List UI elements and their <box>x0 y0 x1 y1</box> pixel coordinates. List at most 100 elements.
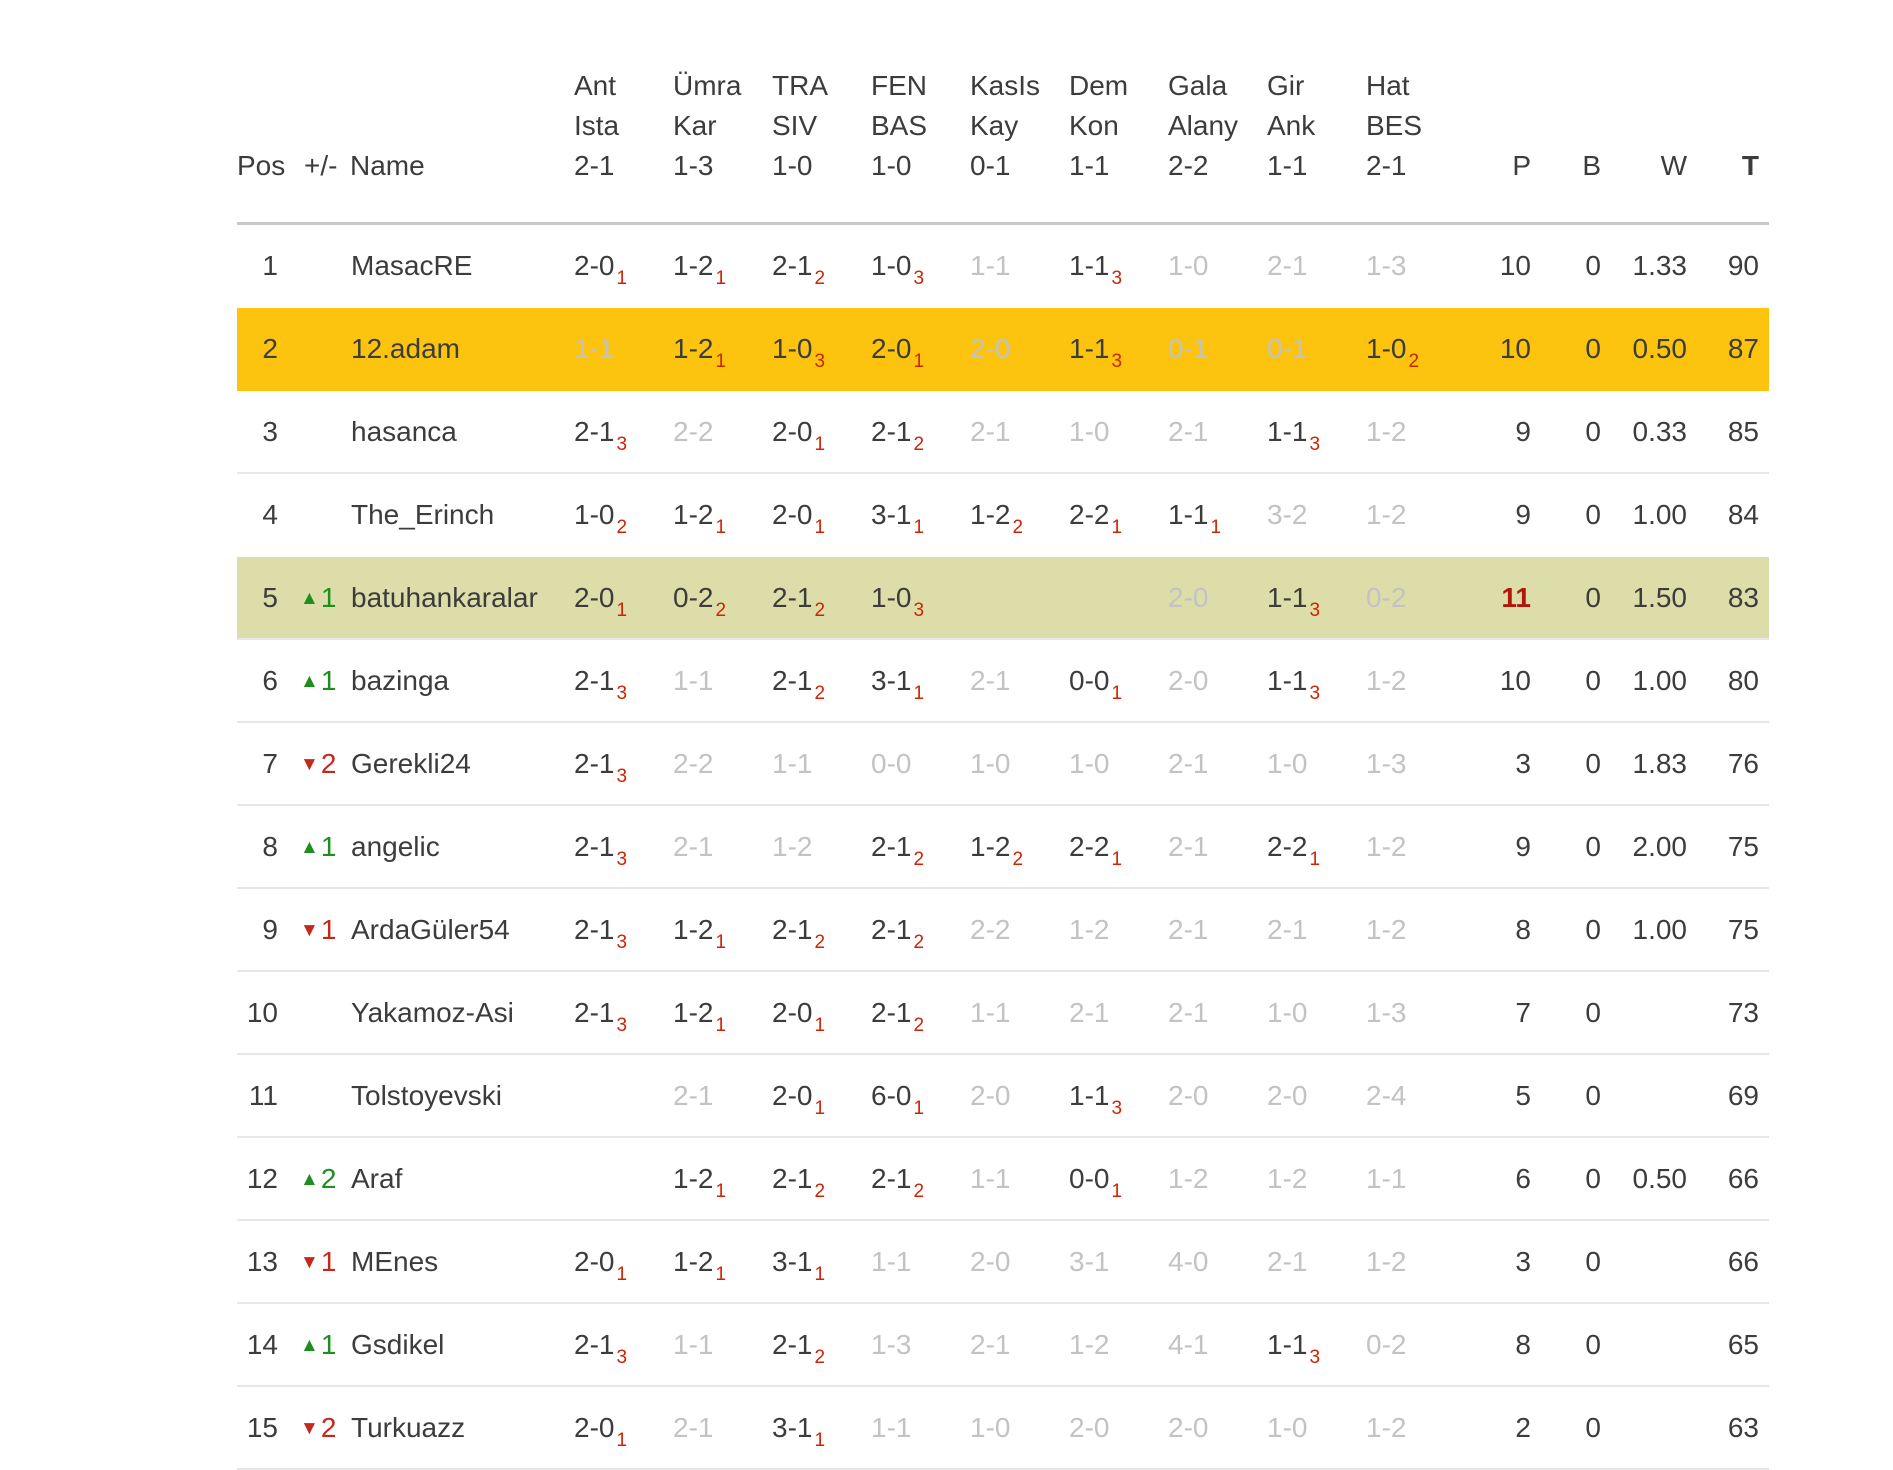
prediction-score: 2-2 <box>1267 830 1308 862</box>
prediction-score: 1-2 <box>673 1162 714 1194</box>
table-row: 10 Yakamoz-Asi 2-1 3 1-2 1 2-0 1 2-1 2 1-1 2-1 2-1 1-… <box>237 972 1769 1055</box>
prediction-score: 2-0 <box>574 1245 615 1277</box>
points-cell: 3 <box>1453 723 1541 806</box>
prediction-score: 1-2 <box>1069 1328 1110 1360</box>
prediction-points: 2 <box>616 516 628 538</box>
prediction-points: 3 <box>616 1346 628 1368</box>
prediction-cell: 1-1 3 <box>1255 557 1354 640</box>
prediction-score: 2-1 <box>673 1079 714 1111</box>
prediction-score: 1-0 <box>1267 996 1308 1028</box>
player-name: batuhankaralar <box>350 557 562 640</box>
prediction-cell: 1-2 <box>760 806 859 889</box>
prediction-cell: 2-0 <box>1156 557 1255 640</box>
prediction-score: 2-4 <box>1366 1079 1407 1111</box>
rank-change-cell: ▼2 <box>292 723 350 806</box>
prediction-cell: 0-0 1 <box>1057 1138 1156 1221</box>
points-cell: 8 <box>1453 889 1541 972</box>
prediction-cell: 2-1 <box>1156 723 1255 806</box>
prediction-cell: 1-2 <box>1354 1221 1453 1304</box>
prediction-cell: 2-4 <box>1354 1055 1453 1138</box>
points-cell: 7 <box>1453 972 1541 1055</box>
prediction-cell: 0-1 <box>1255 308 1354 391</box>
prediction-cell: 2-1 3 <box>562 391 661 474</box>
prediction-cell: 1-0 <box>1255 723 1354 806</box>
prediction-cell: 1-1 <box>562 308 661 391</box>
prediction-points: 3 <box>616 433 628 455</box>
total-cell: 63 <box>1697 1387 1769 1470</box>
prediction-cell: 1-2 1 <box>661 474 760 557</box>
prediction-cell: 0-2 <box>1354 557 1453 640</box>
prediction-points: 1 <box>715 1014 727 1036</box>
prediction-cell: 1-0 <box>1057 723 1156 806</box>
prediction-cell: 1-2 <box>1354 889 1453 972</box>
prediction-score: 1-1 <box>871 1245 912 1277</box>
prediction-cell: 1-1 <box>958 225 1057 308</box>
match-home-team: Ant <box>574 70 617 101</box>
col-header-match: Gir Ank 1-1 <box>1255 0 1354 225</box>
prediction-cell: 2-1 3 <box>562 972 661 1055</box>
col-header-match: Hat BES 2-1 <box>1354 0 1453 225</box>
rank-change-value: 1 <box>320 830 337 862</box>
prediction-cell: 2-1 <box>958 640 1057 723</box>
prediction-cell: 0-0 <box>859 723 958 806</box>
prediction-cell: 2-0 <box>1156 640 1255 723</box>
col-header-match: Ant Ista 2-1 <box>562 0 661 225</box>
match-away-team: BAS <box>871 110 928 141</box>
bonus-cell: 0 <box>1541 972 1611 1055</box>
position-cell: 12 <box>237 1138 292 1221</box>
prediction-score: 1-1 <box>1069 332 1110 364</box>
prediction-points: 1 <box>913 1097 925 1119</box>
prediction-score: 2-2 <box>970 913 1011 945</box>
prediction-cell: 1-2 1 <box>661 308 760 391</box>
table-row: 12 ▲2 Araf 1-2 1 2-1 2 2-1 2 1-1 0-0 1 1-2 1-2 1-1 6 0 0.… <box>237 1138 1769 1221</box>
prediction-points: 1 <box>814 1263 826 1285</box>
prediction-score: 2-1 <box>1069 996 1110 1028</box>
prediction-points: 3 <box>1309 682 1321 704</box>
standings-header: Pos +/- Name Ant Ista 2-1 Ümra Kar 1-3 TRA SIV 1-0 F… <box>237 0 1769 225</box>
match-away-team: Ank <box>1267 110 1316 141</box>
prediction-score: 2-1 <box>772 1162 813 1194</box>
prediction-cell: 4-0 <box>1156 1221 1255 1304</box>
prediction-score: 1-2 <box>1069 913 1110 945</box>
week-cell: 0.50 <box>1611 1138 1697 1221</box>
prediction-cell: 1-2 1 <box>661 1138 760 1221</box>
prediction-score: 1-1 <box>673 1328 714 1360</box>
rank-change-cell: ▲1 <box>292 806 350 889</box>
points-cell: 10 <box>1453 308 1541 391</box>
prediction-score: 2-1 <box>871 913 912 945</box>
match-home-team: Hat <box>1366 70 1410 101</box>
prediction-cell: 2-2 1 <box>1057 474 1156 557</box>
prediction-cell <box>958 557 1057 640</box>
match-home-team: Ümra <box>673 70 742 101</box>
prediction-cell: 1-0 <box>958 1387 1057 1470</box>
position-cell: 4 <box>262 498 278 530</box>
prediction-score: 2-0 <box>772 996 813 1028</box>
prediction-points: 1 <box>715 267 727 289</box>
bonus-cell: 0 <box>1585 249 1601 281</box>
prediction-score: 1-0 <box>1366 332 1407 364</box>
prediction-points: 2 <box>814 1180 826 1202</box>
total-cell: 80 <box>1697 640 1769 723</box>
prediction-points: 1 <box>1111 1180 1123 1202</box>
prediction-score: 2-1 <box>1168 996 1209 1028</box>
prediction-score: 2-1 <box>772 913 813 945</box>
col-header-match: TRA SIV 1-0 <box>760 0 859 225</box>
prediction-cell <box>1057 557 1156 640</box>
prediction-score: 1-0 <box>772 332 813 364</box>
prediction-score: 2-1 <box>574 830 615 862</box>
points-cell: 5 <box>1453 1055 1541 1138</box>
prediction-score: 2-1 <box>1168 913 1209 945</box>
bonus-cell: 0 <box>1541 1221 1611 1304</box>
points-cell: 10 <box>1499 249 1531 281</box>
rank-change-cell: ▼1 <box>292 889 350 972</box>
prediction-cell: 2-1 2 <box>859 889 958 972</box>
points-cell: 9 <box>1453 806 1541 889</box>
table-row: 5 ▲1 batuhankaralar 2-0 1 0-2 2 2-1 2 1-0 3 2-0 1-1 3… <box>237 557 1769 640</box>
player-name: bazinga <box>350 640 562 723</box>
prediction-cell: 1-0 <box>1156 225 1255 308</box>
prediction-score: 2-0 <box>772 498 813 530</box>
player-name: MEnes <box>350 1221 562 1304</box>
points-cell: 9 <box>1515 498 1531 530</box>
prediction-points: 2 <box>715 599 727 621</box>
rank-change-value: 1 <box>320 1328 337 1360</box>
